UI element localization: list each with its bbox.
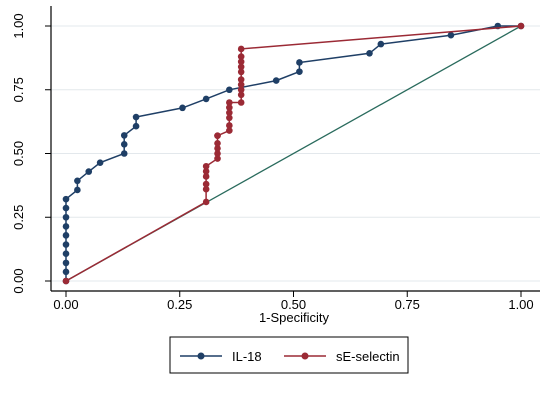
data-point-il18 bbox=[296, 68, 303, 75]
y-tick-label: 0.50 bbox=[11, 141, 26, 166]
y-tick-label: 0.75 bbox=[11, 77, 26, 102]
data-point-seselectin bbox=[214, 145, 221, 152]
data-point-seselectin bbox=[237, 45, 245, 53]
data-point-seselectin bbox=[202, 185, 210, 193]
x-axis-title: 1-Specificity bbox=[259, 310, 330, 325]
series-layer bbox=[62, 22, 525, 285]
data-point-seselectin bbox=[226, 122, 233, 129]
legend: IL-18 sE-selectin bbox=[169, 336, 409, 374]
data-point-seselectin bbox=[202, 162, 210, 170]
data-point-seselectin bbox=[226, 114, 233, 122]
data-point-seselectin bbox=[237, 86, 245, 94]
data-point-il18 bbox=[120, 132, 128, 139]
data-point-il18 bbox=[62, 268, 70, 276]
data-point-seselectin bbox=[62, 277, 70, 285]
data-point-il18 bbox=[179, 104, 186, 112]
legend-marker-seselectin bbox=[301, 352, 309, 360]
data-point-il18 bbox=[62, 195, 70, 203]
legend-box bbox=[169, 336, 409, 374]
data-point-il18 bbox=[62, 241, 70, 248]
data-point-il18 bbox=[62, 250, 70, 258]
data-point-il18 bbox=[202, 95, 210, 103]
series-seselectin bbox=[62, 22, 525, 285]
data-point-seselectin bbox=[226, 109, 233, 116]
data-point-il18 bbox=[85, 168, 93, 175]
data-point-seselectin bbox=[226, 127, 233, 134]
data-point-il18 bbox=[62, 259, 70, 267]
x-tick-label: 0.25 bbox=[167, 297, 192, 312]
legend-marker-il18 bbox=[197, 352, 205, 360]
data-point-il18 bbox=[96, 159, 104, 166]
data-point-il18 bbox=[296, 59, 303, 66]
data-point-seselectin bbox=[237, 68, 245, 76]
data-point-il18 bbox=[447, 31, 455, 39]
data-point-seselectin bbox=[202, 173, 210, 180]
data-point-seselectin bbox=[237, 63, 245, 71]
data-point-il18 bbox=[377, 40, 385, 48]
data-point-seselectin bbox=[202, 180, 210, 188]
grid-lines bbox=[51, 25, 540, 282]
x-axis-ticks: 0.00 0.25 0.50 0.75 1.00 bbox=[53, 291, 534, 312]
data-point-seselectin bbox=[237, 91, 245, 99]
data-point-seselectin bbox=[214, 140, 221, 147]
data-point-il18 bbox=[132, 113, 140, 121]
data-point-il18 bbox=[74, 186, 81, 194]
legend-label-il18: IL-18 bbox=[232, 349, 262, 364]
data-point-il18 bbox=[74, 177, 81, 185]
x-tick-label: 1.00 bbox=[508, 297, 533, 312]
x-tick-label: 0.50 bbox=[281, 297, 306, 312]
legend-label-seselectin: sE-selectin bbox=[336, 349, 400, 364]
data-point-seselectin bbox=[226, 104, 233, 111]
data-point-il18 bbox=[132, 122, 140, 130]
data-point-seselectin bbox=[237, 81, 245, 88]
data-point-seselectin bbox=[237, 76, 245, 83]
data-point-seselectin bbox=[237, 99, 245, 106]
data-point-seselectin bbox=[237, 53, 245, 60]
data-point-il18 bbox=[272, 77, 280, 84]
data-point-il18 bbox=[62, 223, 70, 230]
y-axis-ticks: 0.00 0.25 0.50 0.75 1.00 bbox=[11, 13, 51, 294]
data-point-seselectin bbox=[237, 58, 245, 65]
y-tick-label: 0.00 bbox=[11, 268, 26, 293]
y-tick-label: 0.25 bbox=[11, 205, 26, 230]
data-point-il18 bbox=[120, 141, 128, 148]
data-point-il18 bbox=[366, 49, 373, 57]
data-point-seselectin bbox=[202, 168, 210, 175]
data-point-il18 bbox=[226, 86, 233, 94]
data-point-seselectin bbox=[214, 132, 221, 139]
data-point-il18 bbox=[62, 232, 70, 239]
data-point-seselectin bbox=[226, 99, 233, 106]
y-tick-label: 1.00 bbox=[11, 13, 26, 38]
x-tick-label: 0.75 bbox=[395, 297, 420, 312]
data-point-seselectin bbox=[517, 22, 525, 30]
data-point-il18 bbox=[120, 150, 128, 157]
data-point-seselectin bbox=[202, 198, 210, 206]
data-point-seselectin bbox=[214, 155, 221, 162]
data-point-seselectin bbox=[214, 150, 221, 157]
data-point-il18 bbox=[62, 204, 70, 212]
data-point-il18 bbox=[62, 213, 70, 221]
x-tick-label: 0.00 bbox=[53, 297, 78, 312]
